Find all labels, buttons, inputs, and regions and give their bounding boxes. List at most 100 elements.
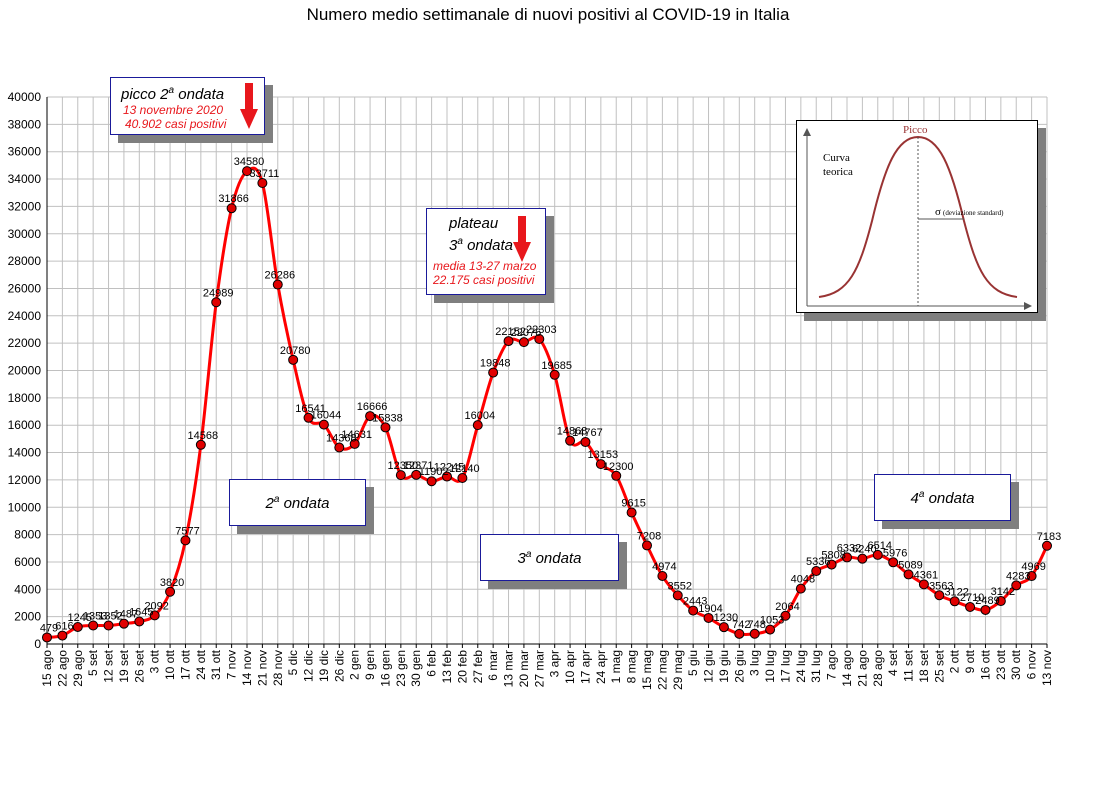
peak-annotation-date: 13 novembre 2020 (123, 103, 224, 117)
x-tick-label: 27 feb (471, 650, 485, 684)
data-point (918, 579, 929, 590)
y-tick-label: 22000 (8, 336, 42, 350)
y-tick-label: 14000 (8, 446, 42, 460)
data-point (180, 535, 191, 546)
x-tick-label: 29 mag (671, 650, 685, 690)
data-label: 5089 (898, 559, 922, 571)
data-label: 13153 (588, 449, 619, 461)
y-tick-label: 8000 (14, 528, 41, 542)
x-tick-label: 9 ott (963, 649, 977, 673)
data-point (503, 336, 514, 347)
data-point (703, 612, 714, 623)
data-point (718, 622, 729, 633)
y-tick-label: 20000 (8, 364, 42, 378)
y-tick-label: 34000 (8, 172, 42, 186)
x-tick-label: 15 ago (40, 650, 54, 687)
wave4-box: 4a ondata (874, 474, 1011, 521)
data-point (811, 566, 822, 577)
data-point (611, 470, 622, 481)
data-point (134, 616, 145, 627)
x-tick-label: 28 nov (271, 650, 285, 686)
data-label: 12350 (388, 460, 419, 472)
data-point (826, 559, 837, 570)
x-tick-label: 6 nov (1025, 650, 1039, 679)
x-tick-label: 14 ago (840, 650, 854, 687)
data-label: 22152 (495, 326, 526, 338)
y-tick-label: 32000 (8, 199, 42, 213)
x-tick-label: 2 ott (948, 649, 962, 673)
y-tick-label: 40000 (8, 90, 42, 104)
data-point (949, 596, 960, 607)
x-tick-label: 16 ott (978, 649, 992, 680)
peak-annotation-value: 40.902 casi positivi (125, 117, 227, 131)
data-label: 9615 (621, 498, 645, 510)
data-label: 19685 (541, 360, 572, 372)
data-point (642, 540, 652, 551)
data-point (318, 419, 329, 430)
data-label: 3552 (668, 580, 692, 592)
data-label: 14868 (557, 426, 588, 438)
data-point (765, 624, 776, 635)
data-label: 7577 (175, 525, 199, 537)
data-point (288, 354, 299, 365)
data-label: 748 (748, 619, 766, 631)
inset-curve-label: Curva (823, 152, 850, 164)
x-tick-label: 12 set (102, 649, 116, 682)
data-point (88, 620, 99, 631)
inset-sigma-symbol: σ (935, 206, 941, 218)
x-tick-label: 10 lug (763, 650, 777, 683)
data-label: 11902 (419, 466, 449, 478)
data-label: 6240 (852, 544, 876, 556)
data-point (749, 628, 760, 639)
y-tick-label: 0 (34, 637, 41, 651)
y-tick-label: 24000 (8, 309, 42, 323)
y-tick-label: 26000 (8, 281, 42, 295)
inset-theoretical-label: teorica (823, 166, 853, 178)
x-tick-label: 24 ott (194, 649, 208, 680)
x-tick-label: 12 dic (302, 650, 316, 682)
x-tick-label: 12 giu (702, 650, 716, 683)
data-label: 16541 (295, 403, 326, 415)
x-tick-label: 6 mar (486, 650, 500, 681)
data-label: 1230 (714, 612, 738, 624)
x-tick-label: 8 mag (625, 650, 639, 683)
y-tick-label: 10000 (8, 500, 42, 514)
x-tick-label: 27 mar (532, 650, 546, 687)
data-point (903, 569, 914, 580)
data-label: 31866 (218, 193, 249, 205)
x-tick-label: 19 set (117, 649, 131, 682)
wave2-box: 2a ondata (229, 479, 366, 526)
y-tick-label: 4000 (14, 582, 41, 596)
data-label: 5976 (883, 547, 907, 559)
data-point (1026, 571, 1037, 582)
data-point (549, 369, 560, 380)
data-points (42, 166, 1052, 643)
x-tick-label: 15 mag (640, 650, 654, 690)
plateau-annotation-title: plateau 3a ondata (449, 215, 513, 254)
x-tick-label: 13 feb (440, 650, 454, 684)
data-label: 14631 (341, 429, 372, 441)
data-label: 14568 (188, 430, 219, 442)
x-tick-label: 26 set (132, 649, 146, 682)
x-tick-label: 9 gen (363, 650, 377, 680)
x-tick-label: 29 ago (71, 650, 85, 687)
data-label: 4361 (914, 569, 938, 581)
data-point (488, 367, 499, 378)
theoretical-curve-box: Picco Curva teorica σ (deviazione standa… (796, 120, 1038, 313)
data-label: 1352 (98, 611, 122, 623)
data-point (211, 297, 222, 308)
x-tick-label: 2 gen (348, 650, 362, 680)
data-label: 1245 (68, 612, 92, 624)
data-label: 2710 (960, 592, 984, 604)
y-tick-label: 2000 (14, 610, 41, 624)
x-tick-label: 1 mag (609, 650, 623, 683)
data-label: 3142 (991, 586, 1015, 598)
data-point (165, 586, 176, 597)
bell-curve-diagram: Picco Curva teorica σ (deviazione standa… (803, 124, 1032, 310)
data-label: 33711 (249, 168, 279, 180)
data-point (303, 412, 314, 423)
plateau-down-arrow-icon (513, 216, 531, 262)
data-label: 2489 (975, 595, 999, 607)
data-point (118, 618, 129, 629)
data-label: 5808 (821, 550, 845, 562)
